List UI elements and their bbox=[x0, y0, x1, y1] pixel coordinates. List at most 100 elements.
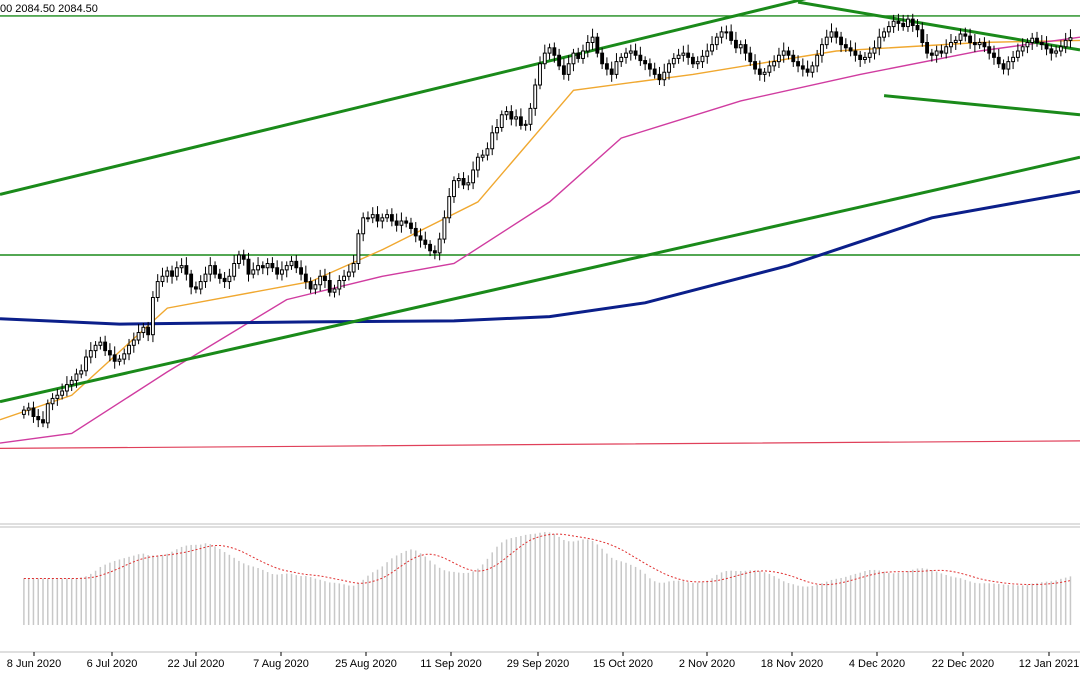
candle bbox=[667, 59, 671, 80]
candle-body bbox=[466, 182, 471, 186]
candle bbox=[313, 279, 318, 295]
candle-body bbox=[45, 403, 50, 424]
candle bbox=[389, 208, 394, 227]
candle-body bbox=[270, 263, 275, 269]
candle bbox=[915, 19, 920, 38]
candle-body bbox=[495, 127, 499, 134]
candle-body bbox=[313, 284, 318, 290]
candle-body bbox=[509, 111, 514, 120]
candle bbox=[949, 34, 953, 54]
candle bbox=[217, 268, 222, 284]
candle bbox=[834, 27, 839, 44]
candle bbox=[523, 120, 528, 131]
candle-body bbox=[533, 84, 538, 109]
candle bbox=[270, 257, 275, 272]
candle bbox=[160, 267, 165, 287]
candle-body bbox=[318, 275, 323, 286]
candle bbox=[686, 44, 691, 65]
candle-body bbox=[671, 57, 676, 65]
candle-body bbox=[877, 36, 882, 49]
candle-body bbox=[810, 65, 815, 73]
candle bbox=[337, 275, 342, 296]
candle bbox=[437, 232, 442, 261]
candle-body bbox=[647, 63, 652, 70]
candle bbox=[657, 66, 662, 85]
candle bbox=[456, 173, 461, 189]
candle bbox=[246, 252, 251, 282]
candle bbox=[208, 257, 213, 282]
candle-body bbox=[690, 56, 695, 65]
candle bbox=[1058, 40, 1063, 57]
candle-body bbox=[21, 409, 26, 415]
candle-body bbox=[557, 54, 562, 67]
candle bbox=[958, 28, 963, 45]
candle bbox=[944, 39, 949, 59]
candle-body bbox=[375, 214, 380, 222]
candle bbox=[227, 268, 232, 289]
candle bbox=[791, 49, 796, 67]
candle-body bbox=[695, 61, 700, 65]
candle bbox=[843, 38, 848, 53]
candle bbox=[93, 341, 98, 359]
candle-body bbox=[987, 46, 992, 54]
oscillator-pane bbox=[23, 532, 1072, 625]
candle bbox=[1049, 44, 1054, 61]
candle-body bbox=[418, 235, 423, 241]
candle bbox=[1054, 45, 1059, 58]
candle-body bbox=[743, 44, 748, 54]
candle bbox=[342, 269, 347, 288]
candle-body bbox=[714, 36, 719, 46]
candle-body bbox=[504, 111, 509, 116]
candle-body bbox=[576, 52, 581, 59]
candle bbox=[423, 231, 428, 249]
candle-body bbox=[165, 270, 170, 277]
candle-body bbox=[824, 36, 829, 46]
candle-body bbox=[977, 42, 982, 46]
candle bbox=[413, 222, 418, 243]
candle-body bbox=[667, 63, 671, 73]
candle bbox=[719, 26, 724, 44]
candle-body bbox=[757, 68, 762, 75]
candle-body bbox=[609, 68, 614, 75]
candle bbox=[518, 108, 523, 130]
moving-average-line-2 bbox=[0, 189, 1080, 326]
candle bbox=[375, 206, 380, 228]
candle-body bbox=[170, 270, 174, 277]
candle bbox=[896, 13, 901, 31]
candle bbox=[1011, 51, 1016, 70]
candle-body bbox=[1030, 37, 1035, 43]
candle bbox=[193, 281, 198, 294]
candle-body bbox=[394, 220, 399, 226]
candle bbox=[84, 349, 88, 377]
candle-body bbox=[79, 370, 84, 375]
candle bbox=[241, 249, 246, 266]
candle bbox=[256, 257, 260, 276]
candle-body bbox=[953, 39, 958, 43]
candle bbox=[600, 47, 605, 70]
candle-body bbox=[127, 344, 131, 355]
candle-body bbox=[815, 54, 820, 67]
candle-body bbox=[643, 60, 648, 65]
candle-body bbox=[342, 275, 347, 281]
candle bbox=[1001, 59, 1006, 75]
candle bbox=[60, 383, 65, 400]
candle bbox=[767, 60, 772, 77]
candle-body bbox=[280, 269, 284, 275]
candle bbox=[203, 266, 208, 288]
candle bbox=[189, 269, 194, 295]
candle-body bbox=[74, 373, 79, 381]
candle-body bbox=[724, 31, 729, 34]
candle-body bbox=[872, 47, 877, 54]
candle bbox=[88, 342, 93, 364]
candle bbox=[690, 53, 695, 68]
candle-body bbox=[566, 63, 571, 75]
candle-body bbox=[571, 52, 576, 65]
candle bbox=[1006, 56, 1011, 76]
candle bbox=[619, 53, 624, 67]
candle-body bbox=[499, 114, 504, 128]
candle bbox=[55, 388, 60, 406]
candle bbox=[432, 245, 437, 260]
candle-body bbox=[518, 116, 523, 126]
time-axis-tick-label: 12 Jan 2021 bbox=[1019, 658, 1080, 670]
candle bbox=[992, 45, 996, 65]
